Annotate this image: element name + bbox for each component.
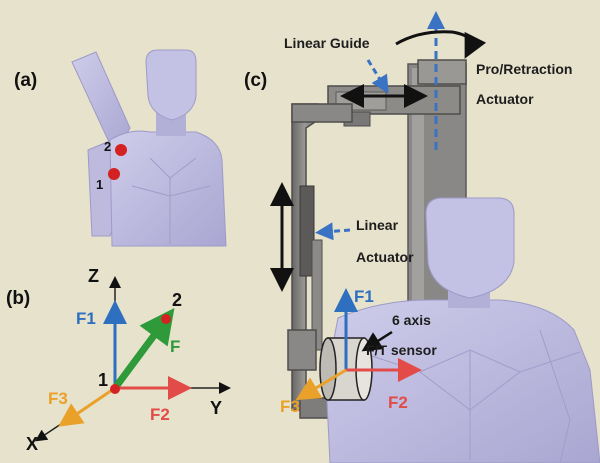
z-axis-label: Z — [88, 266, 99, 286]
linear-guide-pointer — [366, 59, 389, 94]
panel-b-label: (b) — [6, 288, 30, 309]
x-axis-label: X — [26, 434, 38, 454]
pro-retraction-housing — [417, 59, 467, 85]
point-2-marker — [161, 314, 171, 324]
origin-point-1 — [110, 384, 120, 394]
panel-a-label: (a) — [14, 70, 37, 91]
point-1-label: 1 — [96, 177, 103, 192]
sensor-label-1: 6 axis — [392, 312, 431, 328]
panel-a: (a) 2 1 — [14, 49, 227, 247]
point-2-label: 2 — [104, 139, 111, 154]
panel-c-label: (c) — [244, 70, 267, 91]
rotation-arc-arrow — [395, 30, 487, 59]
upper-body-figure-c — [325, 197, 600, 463]
c-f3-label: F3 — [280, 397, 300, 416]
linear-actuator-label-1: Linear — [356, 217, 399, 233]
sensor-pointer — [361, 330, 393, 352]
c-f2-label: F2 — [388, 393, 408, 412]
f3-label: F3 — [48, 389, 68, 408]
f3-arrow — [58, 386, 116, 427]
marker-point-1 — [108, 168, 120, 180]
sensor-label-2: F/T sensor — [366, 342, 437, 358]
c-f1-label: F1 — [354, 287, 374, 306]
panel-b: (b) Z Y X F1 F2 F3 F 2 1 — [6, 266, 231, 454]
f-label: F — [170, 337, 180, 356]
pro-retraction-label-1: Pro/Retraction — [476, 61, 572, 77]
y-axis-label: Y — [210, 398, 222, 418]
f1-label: F1 — [76, 309, 96, 328]
linear-actuator-rail — [299, 185, 315, 277]
linear-actuator-pointer — [315, 222, 351, 241]
linear-actuator-label-2: Actuator — [356, 249, 414, 265]
panel-c: (c) — [244, 11, 600, 463]
point-1-label-b: 1 — [98, 370, 108, 390]
point-2-label-b: 2 — [172, 290, 182, 310]
c-f3-arrow — [295, 368, 347, 401]
upper-body-figure-a — [71, 49, 227, 247]
marker-point-2 — [115, 144, 127, 156]
pro-retraction-label-2: Actuator — [476, 91, 534, 107]
linear-guide-label: Linear Guide — [284, 35, 370, 51]
f-resultant-arrow — [112, 307, 175, 391]
f2-label: F2 — [150, 405, 170, 424]
